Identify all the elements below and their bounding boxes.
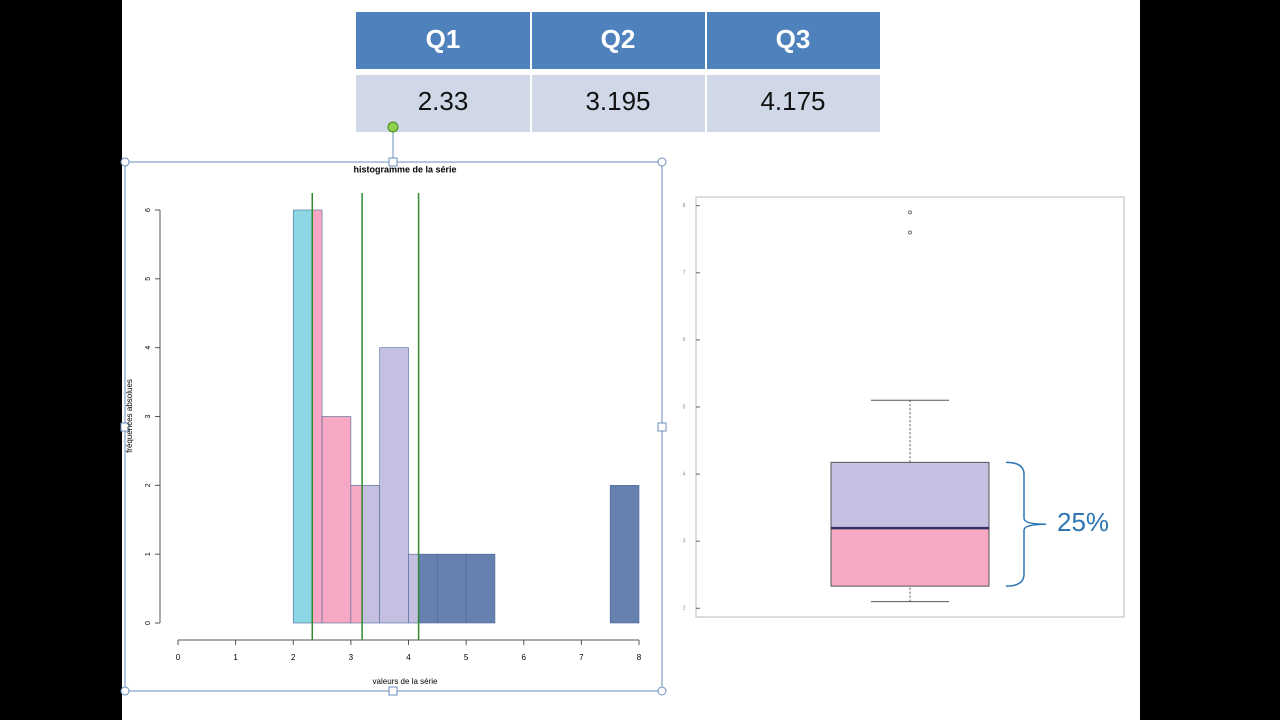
chart-title: histogramme de la série xyxy=(353,164,456,174)
x-tick-label: 1 xyxy=(233,653,238,662)
y-tick-label: 5 xyxy=(145,277,152,281)
x-tick-label: 3 xyxy=(349,653,354,662)
bracket xyxy=(1005,461,1047,587)
outlier xyxy=(908,210,912,215)
annotation: 25% xyxy=(1057,507,1109,537)
histogram-bar xyxy=(292,209,313,624)
y-tick-label: 2 xyxy=(145,483,152,487)
y-tick-label: 4 xyxy=(145,346,152,350)
table-cell: 2.33 xyxy=(418,86,469,116)
y-tick-label: 0 xyxy=(145,621,152,625)
histogram-bar xyxy=(350,485,363,624)
outlier xyxy=(908,230,912,235)
histogram-bar xyxy=(321,416,352,624)
box-upper xyxy=(830,461,990,529)
y-tick-label: 7 xyxy=(683,270,686,276)
x-tick-label: 6 xyxy=(522,653,527,662)
histogram-bar xyxy=(418,553,438,624)
histogram-bar xyxy=(408,553,419,624)
table-header xyxy=(356,12,880,69)
histogram-bar xyxy=(465,553,496,624)
table-header-cell: Q1 xyxy=(426,24,461,54)
x-tick-label: 5 xyxy=(464,653,469,662)
x-tick-label: 2 xyxy=(291,653,296,662)
rotate-handle[interactable] xyxy=(387,121,399,133)
histogram-bar xyxy=(437,553,467,624)
x-tick-label: 8 xyxy=(637,653,642,662)
y-tick-label: 8 xyxy=(683,203,686,209)
histogram-bar xyxy=(609,485,640,624)
histogram-bar xyxy=(379,347,409,624)
y-tick-label: 4 xyxy=(683,471,686,477)
table-cell: 4.175 xyxy=(760,86,825,116)
table-row xyxy=(356,75,880,132)
x-axis-label: valeurs de la série xyxy=(373,677,438,686)
y-tick-label: 1 xyxy=(145,552,152,556)
y-axis-label: fréquences absolues xyxy=(125,379,134,453)
histogram-bar xyxy=(361,485,380,624)
histogram-bar xyxy=(311,209,323,624)
resize-handles[interactable] xyxy=(120,157,667,696)
table-cell: 3.195 xyxy=(585,86,650,116)
y-tick-label: 5 xyxy=(683,404,686,410)
table-header-cell: Q3 xyxy=(776,24,811,54)
box-lower xyxy=(830,527,990,587)
y-tick-label: 2 xyxy=(683,606,686,612)
y-tick-label: 3 xyxy=(683,539,686,545)
y-tick-label: 6 xyxy=(145,208,152,212)
table-header-cell: Q2 xyxy=(601,24,636,54)
x-tick-label: 0 xyxy=(176,653,181,662)
y-tick-label: 3 xyxy=(145,414,152,418)
x-tick-label: 4 xyxy=(406,653,411,662)
x-tick-label: 7 xyxy=(579,653,584,662)
y-tick-label: 6 xyxy=(683,337,686,343)
